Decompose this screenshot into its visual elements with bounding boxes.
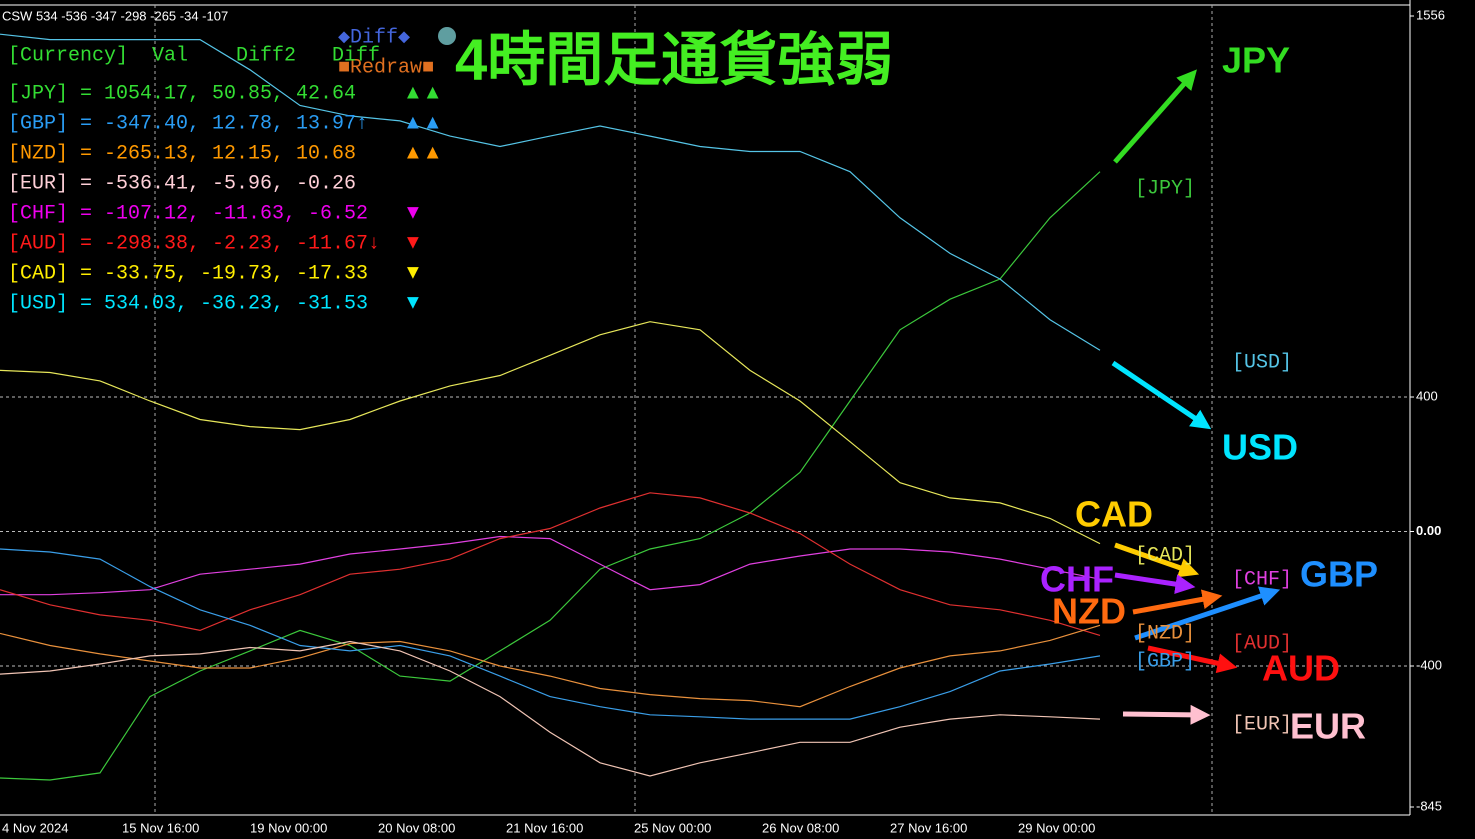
table-row: [JPY] = 1054.17, 50.85, 42.64 [8, 82, 356, 105]
y-tick-label: -845 [1416, 798, 1442, 813]
legend-label: JPY [1222, 40, 1290, 81]
x-tick-label: 26 Nov 08:00 [762, 820, 839, 835]
arrows [1111, 69, 1281, 725]
table-header: [Currency] Val Diff2 Diff [8, 44, 380, 67]
series-line [0, 171, 1101, 781]
arrow [1132, 589, 1223, 615]
series-line [0, 535, 1101, 596]
trend-marker: ▼ [403, 291, 423, 313]
line-label: [NZD] [1135, 622, 1195, 645]
line-label: [CAD] [1135, 544, 1195, 567]
legend-label: GBP [1300, 554, 1378, 595]
arrow [1113, 69, 1197, 164]
table-row: [NZD] = -265.13, 12.15, 10.68 [8, 142, 356, 165]
series-line [0, 321, 1101, 545]
trend-marker: ▲▲ [403, 141, 443, 163]
x-tick-label: 25 Nov 00:00 [634, 820, 711, 835]
x-tick-label: 21 Nov 16:00 [506, 820, 583, 835]
legend-label: CAD [1075, 494, 1153, 535]
arrow [1134, 586, 1281, 641]
toggle-button[interactable] [438, 27, 456, 45]
diff-button[interactable]: ◆Diff◆ [338, 26, 410, 49]
x-tick-label: 29 Nov 00:00 [1018, 820, 1095, 835]
line-label: [AUD] [1232, 632, 1292, 655]
series-line [0, 624, 1101, 708]
table-row: [CAD] = -33.75, -19.73, -17.33 [8, 262, 368, 285]
legend-label: NZD [1052, 591, 1126, 632]
x-tick-label: 20 Nov 08:00 [378, 820, 455, 835]
series-line [0, 548, 1101, 720]
table-row: [AUD] = -298.38, -2.23, -11.67↓ [8, 232, 380, 255]
table-row: [EUR] = -536.41, -5.96, -0.26 [8, 172, 356, 195]
arrow [1147, 645, 1238, 674]
legend-label: AUD [1262, 648, 1340, 689]
y-tick-label: -400 [1416, 657, 1442, 672]
line-label: [USD] [1232, 351, 1292, 374]
chart-title: 4時間足通貨強弱 [455, 27, 893, 92]
y-tick-label: 1556 [1416, 7, 1445, 22]
line-label: [JPY] [1135, 177, 1195, 200]
y-tick-label: 400 [1416, 388, 1438, 403]
arrow [1114, 542, 1200, 578]
x-tick-label: 19 Nov 00:00 [250, 820, 327, 835]
arrow [1122, 704, 1211, 725]
y-tick-label: 0.00 [1416, 523, 1441, 538]
x-tick-label: 27 Nov 16:00 [890, 820, 967, 835]
table-row: [USD] = 534.03, -36.23, -31.53 [8, 292, 368, 315]
series-line [0, 33, 1101, 351]
header: CSW 534 -536 -347 -298 -265 -34 -107 [2, 8, 228, 23]
arrow [1111, 360, 1212, 430]
redraw-button[interactable]: ■Redraw■ [338, 56, 434, 79]
series-line [0, 492, 1101, 636]
trend-marker: ▼ [403, 231, 423, 253]
legend-label: USD [1222, 427, 1298, 468]
line-label: [CHF] [1232, 568, 1292, 591]
x-tick-label: 4 Nov 2024 [2, 820, 69, 835]
x-tick-label: 15 Nov 16:00 [122, 820, 199, 835]
trend-marker: ▼ [403, 261, 423, 283]
table-row: [GBP] = -347.40, 12.78, 13.97↑ [8, 112, 368, 135]
trend-marker: ▼ [403, 201, 423, 223]
trend-marker: ▲▲ [403, 81, 443, 103]
legend-label: CHF [1040, 559, 1114, 600]
trend-marker: ▲▲ [403, 111, 443, 133]
legend-label: EUR [1290, 706, 1366, 747]
series-line [0, 640, 1101, 777]
arrow [1114, 572, 1196, 595]
line-label: [EUR] [1232, 713, 1292, 736]
line-label: [GBP] [1135, 650, 1195, 673]
table-row: [CHF] = -107.12, -11.63, -6.52 [8, 202, 368, 225]
